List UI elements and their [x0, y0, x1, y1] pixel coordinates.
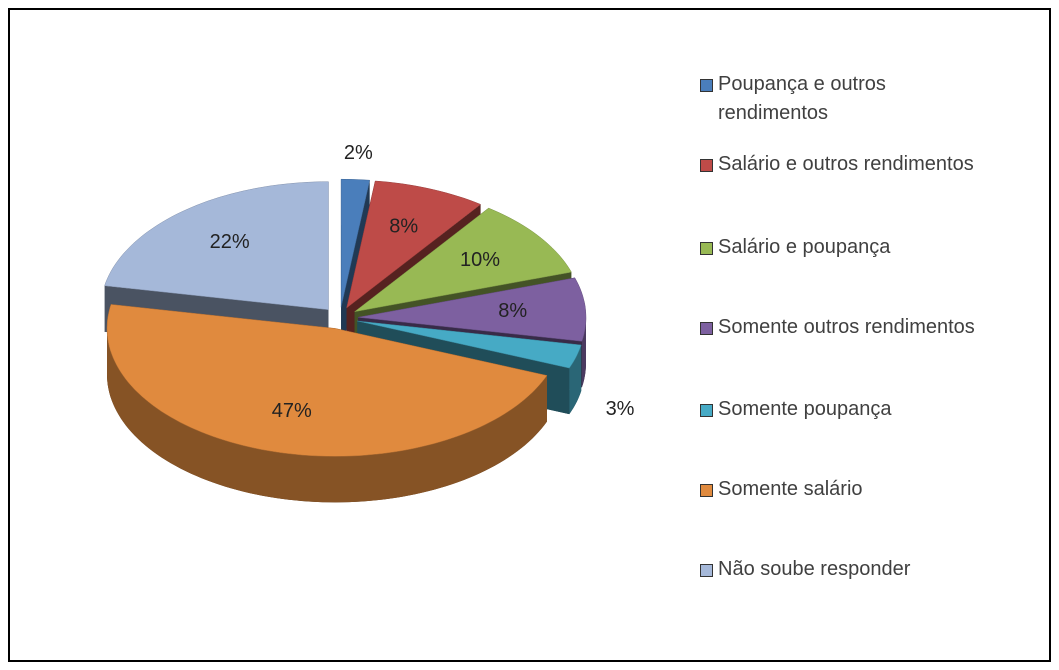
slice-side	[581, 317, 586, 388]
slice	[357, 277, 587, 342]
legend-label: Somente outros rendimentos	[718, 316, 975, 338]
slice	[340, 178, 371, 308]
legend-label: Somente poupança	[718, 398, 892, 420]
slice	[104, 181, 329, 310]
legend-swatch	[700, 484, 713, 497]
slice-side	[569, 345, 582, 415]
legend-item: Salário e outros rendimentos	[700, 150, 1045, 179]
legend-label: Poupança e outros rendimentos	[718, 73, 886, 124]
data-label: 3%	[606, 398, 635, 420]
legend-label: Salário e outros rendimentos	[718, 153, 974, 175]
data-label: 47%	[272, 400, 312, 422]
legend-item: Somente salário	[700, 475, 1045, 504]
data-label: 10%	[460, 249, 500, 271]
slice	[354, 207, 572, 312]
slice	[346, 180, 482, 309]
legend-item: Poupança e outros rendimentos	[700, 70, 960, 128]
legend-item: Salário e poupança	[700, 233, 1045, 262]
slice	[357, 320, 582, 369]
legend-item: Não soube responder	[700, 555, 1045, 584]
legend-swatch	[700, 322, 713, 335]
legend-swatch	[700, 242, 713, 255]
legend-swatch	[700, 404, 713, 417]
legend-item: Somente poupança	[700, 395, 1045, 424]
legend-swatch	[700, 159, 713, 172]
slice-side	[107, 328, 547, 503]
data-label: 2%	[344, 142, 373, 164]
legend-label: Salário e poupança	[718, 236, 891, 258]
legend-swatch	[700, 79, 713, 92]
pie-chart: 2% 8% 10% 8% 3% 47% 22%	[104, 142, 635, 503]
legend-item: Somente outros rendimentos	[700, 313, 1045, 342]
data-label: 8%	[498, 300, 527, 322]
legend-label: Não soube responder	[718, 558, 911, 580]
legend-swatch	[700, 564, 713, 577]
data-label: 8%	[389, 215, 418, 237]
data-label: 22%	[210, 231, 250, 253]
legend-label: Somente salário	[718, 478, 863, 500]
slice	[106, 304, 548, 457]
